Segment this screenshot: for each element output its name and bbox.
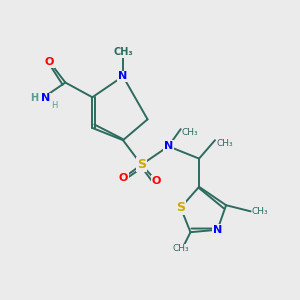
Text: O: O: [45, 57, 54, 67]
Text: H: H: [30, 94, 38, 103]
Text: S: S: [176, 201, 185, 214]
Text: O: O: [152, 176, 161, 186]
Text: CH₃: CH₃: [216, 139, 233, 148]
Text: S: S: [137, 158, 146, 171]
Text: CH₃: CH₃: [252, 207, 268, 216]
Text: CH₃: CH₃: [172, 244, 189, 253]
Text: N: N: [164, 141, 173, 151]
Text: CH₃: CH₃: [113, 47, 133, 57]
Text: N: N: [118, 71, 127, 81]
Text: H: H: [51, 101, 58, 110]
Text: N: N: [213, 225, 222, 235]
Text: CH₃: CH₃: [182, 128, 199, 137]
Text: O: O: [118, 173, 128, 183]
Text: N: N: [41, 94, 50, 103]
